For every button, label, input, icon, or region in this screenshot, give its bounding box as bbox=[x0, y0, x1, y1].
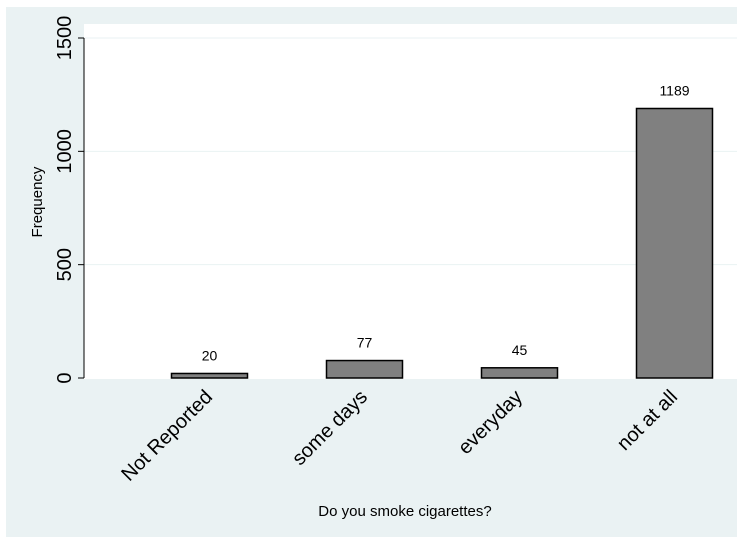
bar bbox=[325, 359, 404, 379]
y-axis-title: Frequency bbox=[29, 166, 46, 237]
y-tick-label: 500 bbox=[54, 248, 76, 281]
bar-value-label: 77 bbox=[357, 335, 373, 351]
bar bbox=[480, 367, 559, 379]
x-tick-label: everyday bbox=[454, 386, 527, 459]
y-tick-label: 1500 bbox=[54, 16, 76, 61]
x-tick-label: Not Reported bbox=[117, 386, 217, 486]
y-tick-label: 1000 bbox=[54, 129, 76, 174]
y-axis: 0 500 1000 1500 bbox=[54, 16, 85, 384]
x-axis-title: Do you smoke cigarettes? bbox=[318, 503, 491, 520]
x-tick-label: not at all bbox=[613, 386, 682, 455]
bars bbox=[170, 107, 714, 379]
plot-area bbox=[84, 24, 737, 379]
x-tick-label: some days bbox=[288, 386, 372, 470]
grid-lines bbox=[84, 37, 737, 266]
y-tick-label: 0 bbox=[54, 372, 76, 383]
bar bbox=[635, 107, 714, 379]
bar-value-label: 20 bbox=[202, 347, 218, 363]
bar-value-label: 45 bbox=[512, 342, 528, 358]
bar-value-label: 1189 bbox=[659, 82, 689, 98]
bar bbox=[170, 372, 249, 379]
